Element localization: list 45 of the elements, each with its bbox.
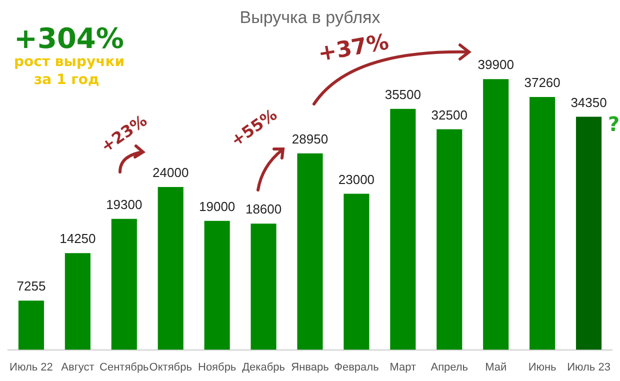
x-tick-label: Апрель	[430, 361, 468, 374]
text: рост выручки	[14, 54, 125, 70]
bar	[18, 300, 44, 350]
x-tick-label: Май	[485, 361, 507, 374]
bar	[483, 79, 509, 350]
data-label: 23000	[338, 172, 375, 187]
data-label: 35500	[384, 87, 421, 102]
x-tick-label: Февраль	[334, 361, 380, 374]
data-label: 18600	[245, 202, 282, 217]
bar	[111, 218, 137, 350]
bar	[436, 129, 462, 350]
data-label: 34350	[570, 94, 607, 110]
data-label: 28950	[292, 131, 328, 146]
x-tick-label: Январь	[291, 361, 330, 374]
bar	[204, 220, 230, 350]
annotation: ?	[608, 112, 620, 136]
bar	[390, 108, 416, 350]
data-label: 32500	[431, 107, 468, 122]
data-label: 39900	[478, 57, 514, 72]
annotation: за 1 год	[34, 72, 100, 88]
data-label: 37260	[524, 75, 560, 90]
chart-title: Выручка в рублях	[240, 8, 381, 27]
x-tick-label: Ноябрь	[198, 361, 236, 374]
x-tick-label: Август	[61, 361, 94, 374]
bar	[344, 194, 370, 350]
x-tick-label: Июнь	[528, 361, 557, 374]
x-tick-label: Июль 23	[567, 361, 610, 374]
x-tick-label: Октябрь	[149, 361, 192, 374]
data-label: 19300	[106, 196, 142, 212]
x-tick-label: Март	[390, 361, 416, 374]
data-label: 24000	[152, 165, 189, 180]
x-tick-label: Декабрь	[242, 361, 286, 374]
bar	[297, 153, 323, 350]
x-tick-label: Сентябрь	[100, 361, 150, 374]
x-tick-label: Июль 22	[10, 361, 53, 374]
bar	[250, 224, 276, 350]
bar	[576, 116, 602, 350]
data-label: 14250	[60, 231, 96, 246]
bar	[530, 96, 556, 350]
data-label: 19000	[199, 198, 236, 214]
bar	[158, 186, 184, 350]
bar	[64, 253, 90, 350]
text: +304%	[14, 22, 124, 55]
text: +37%	[316, 30, 391, 67]
data-label: 7255	[16, 278, 46, 294]
